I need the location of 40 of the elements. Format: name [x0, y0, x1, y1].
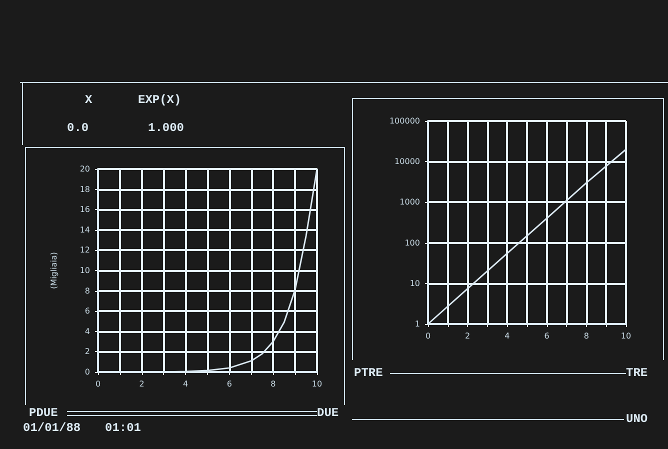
y-tick-label: 10000: [394, 157, 420, 166]
text: EXP(X): [138, 93, 182, 107]
x-tick-label: 8: [270, 380, 276, 388]
text: UNO: [626, 412, 648, 426]
y-tick-label: 0: [84, 368, 90, 376]
y-tick-label: 1: [414, 320, 420, 328]
x-tick-label: 0: [425, 332, 431, 340]
x-tick-label: 6: [226, 380, 232, 388]
text: PTRE: [354, 366, 383, 380]
text: X: [85, 93, 92, 107]
y-tick-label: 100000: [389, 116, 420, 126]
text: PDUE: [29, 406, 58, 420]
y-tick-label: 6: [84, 306, 90, 316]
y-tick-label: 8: [84, 286, 90, 296]
y-tick-label: 100: [404, 238, 420, 248]
y-tick-label: 2: [84, 347, 90, 356]
x-tick-label: 10: [312, 380, 322, 388]
x-tick-label: 4: [183, 380, 188, 388]
y-tick-label: 10: [80, 266, 90, 275]
x-tick-label: 4: [504, 332, 510, 340]
x-tick-label: 10: [620, 332, 632, 340]
x-tick-label: 0: [95, 380, 101, 388]
y-tick-label: 1000: [400, 198, 420, 207]
x-tick-label: 6: [544, 332, 550, 340]
y-axis-title: (Migliaia): [50, 252, 58, 289]
x-tick-label: 8: [584, 332, 589, 340]
text: 1.000: [148, 121, 184, 135]
y-tick-label: 12: [80, 246, 90, 255]
y-tick-label: 20: [80, 164, 90, 174]
y-tick-label: 18: [80, 184, 90, 194]
text: 0.0: [67, 121, 89, 135]
text: 01/01/88: [23, 421, 81, 435]
text: DUE: [317, 406, 339, 420]
y-tick-label: 10: [410, 278, 420, 288]
x-tick-label: 2: [139, 380, 144, 388]
y-tick-label: 14: [80, 225, 90, 234]
y-tick-label: 16: [80, 205, 90, 214]
text: TRE: [626, 366, 648, 380]
x-tick-label: 2: [465, 332, 470, 340]
text: 01:01: [105, 421, 142, 435]
